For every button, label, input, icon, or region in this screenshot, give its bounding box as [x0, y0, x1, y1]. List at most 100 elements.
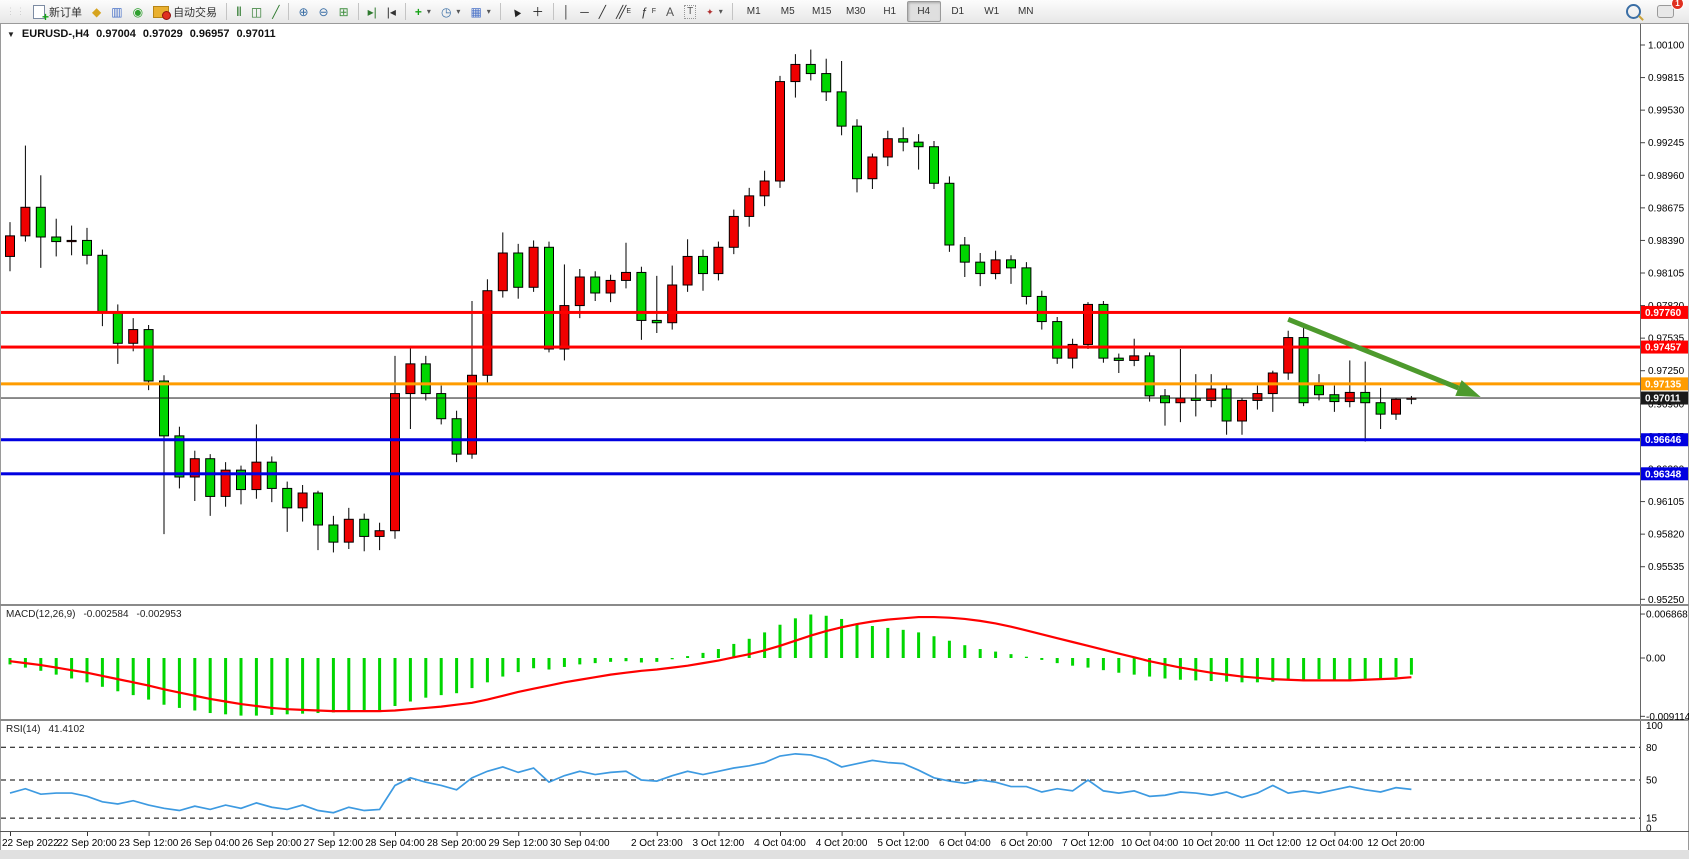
- charts-button[interactable]: ◆: [87, 1, 106, 23]
- macd-histogram-bar: [70, 658, 73, 678]
- cursor-button[interactable]: ▲: [505, 1, 527, 23]
- time-tick: [965, 832, 966, 836]
- horizontal-line-icon: ─: [580, 6, 589, 18]
- gold-diamond-icon: ◆: [92, 6, 101, 18]
- indicators-icon: +: [415, 6, 422, 18]
- rsi-axis-label: 0: [1646, 824, 1652, 835]
- bear-candle: [853, 126, 862, 179]
- zoom-in-button[interactable]: ⊕: [293, 1, 313, 23]
- macd-histogram-bar: [625, 658, 628, 661]
- timeframe-m5-button[interactable]: M5: [771, 1, 805, 22]
- timeframe-m1-button[interactable]: M1: [737, 1, 771, 22]
- chart-canvas[interactable]: 1.001000.998150.995300.992450.989600.986…: [0, 24, 1689, 859]
- macd-histogram-bar: [917, 632, 920, 658]
- indicators-button[interactable]: +▾: [410, 1, 436, 23]
- new-order-button[interactable]: 新订单: [28, 1, 87, 23]
- price-hline[interactable]: [1, 382, 1640, 385]
- macd-histogram-bar: [424, 658, 427, 698]
- line-chart-button[interactable]: ╱: [267, 1, 284, 23]
- macd-histogram-bar: [1102, 658, 1105, 670]
- bear-candle: [837, 92, 846, 126]
- bull-candle: [745, 196, 754, 217]
- timeframe-h4-button[interactable]: H4: [907, 1, 941, 22]
- bull-candle: [1207, 389, 1216, 400]
- price-hline[interactable]: [1, 311, 1640, 314]
- signals-button[interactable]: ◉: [128, 1, 148, 23]
- price-tick-label: 0.98675: [1648, 203, 1685, 214]
- time-tick: [718, 832, 719, 836]
- bull-candle: [606, 280, 615, 293]
- bull-candle: [529, 247, 538, 287]
- time-tick-label: 6 Oct 20:00: [1001, 838, 1053, 849]
- toolbar-separator: [553, 3, 554, 20]
- bear-candle: [1022, 268, 1031, 297]
- bear-candle: [1037, 296, 1046, 321]
- auto-scroll-button[interactable]: ▸|: [363, 1, 382, 23]
- bull-candle: [883, 139, 892, 157]
- crosshair-button[interactable]: ＋: [527, 1, 549, 23]
- tile-windows-button[interactable]: ⊞: [334, 1, 354, 23]
- macd-histogram-bar: [1056, 658, 1059, 663]
- time-tick: [1396, 832, 1397, 836]
- time-tick: [210, 832, 211, 836]
- bull-candle: [1130, 356, 1139, 361]
- time-tick-label: 23 Sep 12:00: [119, 838, 179, 849]
- bear-candle: [914, 142, 923, 147]
- timeframe-m30-button[interactable]: M30: [839, 1, 873, 22]
- time-tick: [333, 832, 334, 836]
- timeframe-w1-button[interactable]: W1: [975, 1, 1009, 22]
- time-tick-label: 26 Sep 20:00: [242, 838, 302, 849]
- profiles-button[interactable]: ▥: [106, 1, 127, 23]
- timeframe-d1-button[interactable]: D1: [941, 1, 975, 22]
- candlestick-chart-button[interactable]: ◫: [246, 1, 267, 23]
- macd-histogram-bar: [1164, 658, 1167, 678]
- timeframe-h1-button[interactable]: H1: [873, 1, 907, 22]
- ohlc-open: 0.97004: [96, 28, 136, 40]
- symbol-dropdown-icon[interactable]: ▼: [7, 30, 15, 39]
- price-hline[interactable]: [1, 472, 1640, 475]
- search-button[interactable]: [1621, 1, 1646, 23]
- timeframe-mn-button[interactable]: MN: [1009, 1, 1043, 22]
- pane-separator[interactable]: [0, 604, 1689, 606]
- time-tick: [87, 832, 88, 836]
- trendline-button[interactable]: ╱: [594, 1, 611, 23]
- bear-candle: [1053, 322, 1062, 359]
- chart-shift-button[interactable]: |◂: [382, 1, 401, 23]
- autotrading-button[interactable]: 自动交易: [148, 1, 222, 23]
- templates-button[interactable]: ▦▾: [465, 1, 495, 23]
- crosshair-icon: ＋: [532, 6, 544, 18]
- bull-candle: [791, 64, 800, 81]
- bar-chart-button[interactable]: |||: [231, 1, 246, 23]
- horizontal-line-button[interactable]: ─: [575, 1, 594, 23]
- bear-candle: [36, 207, 45, 237]
- text-icon: A: [666, 6, 674, 18]
- timeframe-m15-button[interactable]: M15: [805, 1, 839, 22]
- time-tick-label: 4 Oct 20:00: [816, 838, 868, 849]
- vertical-line-button[interactable]: │: [558, 1, 576, 23]
- zoom-out-button[interactable]: ⊖: [314, 1, 334, 23]
- price-tick-label: 0.99815: [1648, 73, 1685, 84]
- text-button[interactable]: A: [661, 1, 679, 23]
- bull-candle: [714, 247, 723, 273]
- price-hline[interactable]: [1, 438, 1640, 441]
- shapes-button[interactable]: ✦▾: [701, 1, 728, 23]
- signals-icon: ◉: [133, 6, 143, 18]
- macd-histogram-bar: [193, 658, 196, 710]
- periods-button[interactable]: ◷▾: [436, 1, 466, 23]
- channel-button[interactable]: ╱╱E: [611, 1, 636, 23]
- price-hline[interactable]: [1, 346, 1640, 349]
- trend-arrow-line[interactable]: [1288, 319, 1458, 388]
- symbol-period-label: EURUSD-,H4: [22, 28, 89, 40]
- macd-histogram-bar: [732, 644, 735, 658]
- bull-candle: [498, 253, 507, 291]
- channel-e-label: E: [626, 8, 631, 15]
- price-hline[interactable]: [1, 398, 1640, 399]
- text-label-button[interactable]: T: [679, 1, 701, 23]
- bear-candle: [360, 519, 369, 536]
- macd-histogram-bar: [116, 658, 119, 691]
- pane-separator[interactable]: [0, 719, 1689, 721]
- notifications-button[interactable]: 1: [1652, 1, 1679, 23]
